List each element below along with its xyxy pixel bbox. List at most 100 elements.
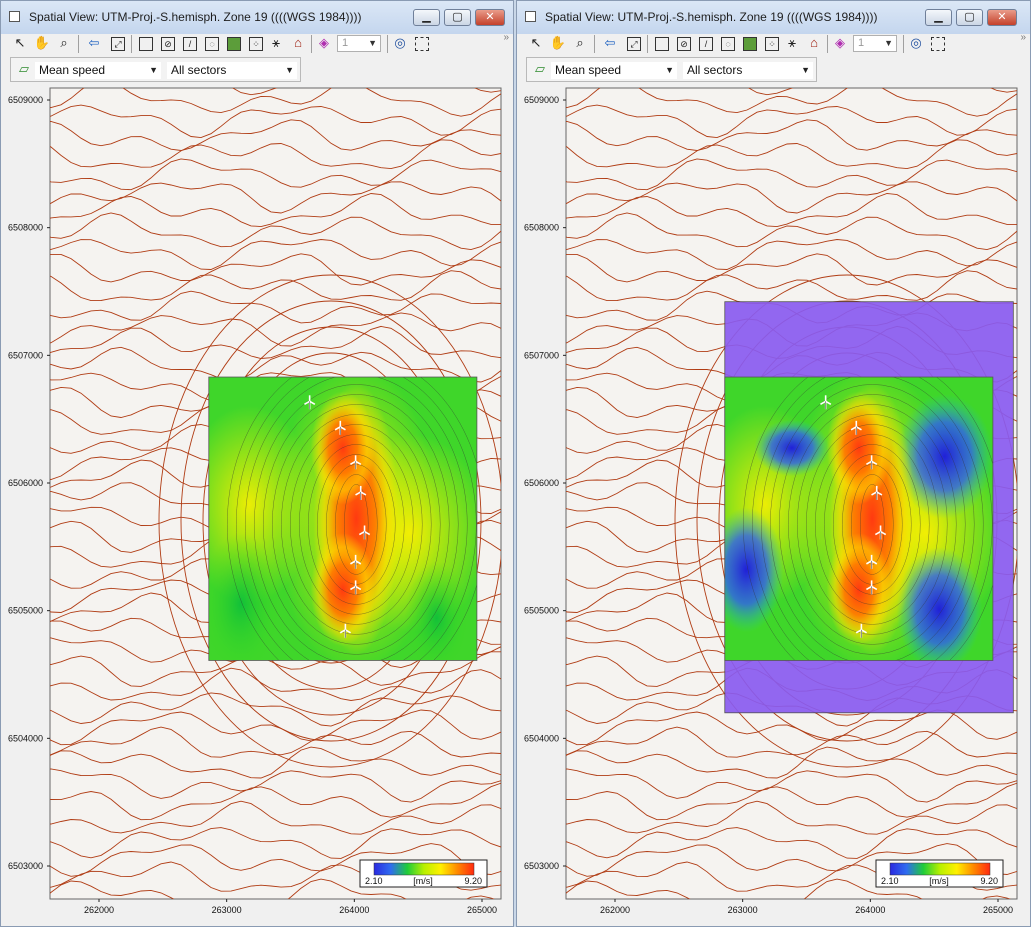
toolbar-separator <box>131 35 132 53</box>
zoom-icon[interactable]: ⌕ <box>576 35 584 50</box>
spatial-view-window-right: Spatial View: UTM-Proj.-S.hemisph. Zone … <box>516 0 1031 927</box>
turbine-icon[interactable]: ⚹ <box>272 35 280 50</box>
layer-icon[interactable]: ◈ <box>835 35 845 50</box>
map-view[interactable]: 6509000 6508000 6507000 6506000 6505000 65040… <box>1 1 514 927</box>
frame-icon[interactable] <box>931 37 945 51</box>
legend-unit: [m/s] <box>929 876 949 886</box>
turbine-2[interactable] <box>334 420 346 435</box>
turbine-8[interactable] <box>339 623 351 638</box>
turbine-7[interactable] <box>866 580 878 595</box>
y-tick-label: 6505000 <box>8 606 43 616</box>
y-tick-label: 6507000 <box>524 350 559 360</box>
layer-select[interactable]: 1 ▼ <box>337 35 381 52</box>
layer-icon[interactable]: ◈ <box>319 35 329 50</box>
variable-select[interactable]: Mean speed ▼ <box>35 62 161 79</box>
turbine-6[interactable] <box>866 554 878 569</box>
speed-map-layer <box>208 376 478 661</box>
turbine-5[interactable] <box>874 525 887 540</box>
window-title: Spatial View: UTM-Proj.-S.hemisph. Zone … <box>545 10 878 24</box>
maximize-button[interactable]: ▢ <box>444 9 471 26</box>
toolbar-overflow-icon[interactable]: » <box>503 32 509 43</box>
legend-gradient <box>889 862 991 876</box>
variable-icon: ▱ <box>535 61 545 76</box>
y-tick-label: 6504000 <box>524 733 559 743</box>
turbine-3[interactable] <box>866 455 878 470</box>
contour-icon[interactable]: ◌ <box>205 37 219 51</box>
y-tick-label: 6507000 <box>8 350 43 360</box>
turbine-6[interactable] <box>350 554 362 569</box>
house-icon[interactable]: ⌂ <box>294 35 302 50</box>
x-tick-label: 262000 <box>84 905 114 915</box>
frame-icon[interactable] <box>415 37 429 51</box>
y-tick-label: 6508000 <box>524 223 559 233</box>
grid-points-icon[interactable]: ⁘ <box>249 37 263 51</box>
turbine-2[interactable] <box>850 420 862 435</box>
variable-select[interactable]: Mean speed ▼ <box>551 62 677 79</box>
maximize-button[interactable]: ▢ <box>956 9 983 26</box>
grid-points-icon[interactable]: ⁘ <box>765 37 779 51</box>
window-icon <box>525 11 536 22</box>
house-icon[interactable]: ⌂ <box>810 35 818 50</box>
toolbar-separator <box>827 35 828 53</box>
toolbar: ↖ ✋ ⌕ ⇦ ⤢ ⊘ / ◌ ⁘ ⚹ ⌂ ◈ 1 ▼ ◎ » <box>1 32 513 56</box>
layer-select[interactable]: 1 ▼ <box>853 35 897 52</box>
speed-map-layer <box>724 376 994 661</box>
legend-min: 2.10 <box>881 876 899 886</box>
turbine-4[interactable] <box>355 485 367 500</box>
map-view[interactable]: 6509000 6508000 6507000 6506000 6505000 65040… <box>517 1 1031 927</box>
toolbar: ↖ ✋ ⌕ ⇦ ⤢ ⊘ / ◌ ⁘ ⚹ ⌂ ◈ 1 ▼ ◎ » <box>517 32 1030 56</box>
title-bar[interactable]: Spatial View: UTM-Proj.-S.hemisph. Zone … <box>517 1 1030 34</box>
pan-hand-icon[interactable]: ✋ <box>33 35 51 50</box>
grid-icon[interactable]: ⊘ <box>161 37 175 51</box>
select-area-icon[interactable] <box>139 37 153 51</box>
select-arrow-icon[interactable]: ↖ <box>14 35 26 50</box>
contour-icon[interactable]: ◌ <box>721 37 735 51</box>
minimize-button[interactable]: ▁ <box>925 9 952 26</box>
sector-select-value: All sectors <box>171 63 227 77</box>
turbine-8[interactable] <box>855 623 867 638</box>
close-button[interactable]: ✕ <box>475 9 505 26</box>
legend-gradient <box>373 862 475 876</box>
x-tick-label: 264000 <box>339 905 369 915</box>
back-arrow-icon[interactable]: ⇦ <box>604 35 616 50</box>
line-icon[interactable]: / <box>699 37 713 51</box>
map-icon[interactable] <box>227 37 241 51</box>
y-tick-label: 6503000 <box>8 861 43 871</box>
turbine-7[interactable] <box>350 580 362 595</box>
turbine-3[interactable] <box>350 455 362 470</box>
zoom-extent-icon[interactable]: ⤢ <box>111 37 125 51</box>
map-icon[interactable] <box>743 37 757 51</box>
globe-icon[interactable]: ◎ <box>910 35 922 50</box>
turbine-5[interactable] <box>358 525 371 540</box>
turbine-4[interactable] <box>871 485 883 500</box>
sector-select-value: All sectors <box>687 63 743 77</box>
window-icon <box>9 11 20 22</box>
toolbar-overflow-icon[interactable]: » <box>1020 32 1026 43</box>
y-tick-label: 6504000 <box>8 733 43 743</box>
back-arrow-icon[interactable]: ⇦ <box>88 35 100 50</box>
y-tick-label: 6505000 <box>524 606 559 616</box>
variable-icon: ▱ <box>19 61 29 76</box>
turbine-icon[interactable]: ⚹ <box>788 35 796 50</box>
toolbar-separator <box>903 35 904 53</box>
zoom-extent-icon[interactable]: ⤢ <box>627 37 641 51</box>
turbine-1[interactable] <box>304 395 316 410</box>
pan-hand-icon[interactable]: ✋ <box>549 35 567 50</box>
grid-icon[interactable]: ⊘ <box>677 37 691 51</box>
spatial-view-window-left: Spatial View: UTM-Proj.-S.hemisph. Zone … <box>0 0 514 927</box>
line-icon[interactable]: / <box>183 37 197 51</box>
sector-select[interactable]: All sectors ▼ <box>683 62 813 79</box>
turbine-1[interactable] <box>820 395 832 410</box>
chevron-down-icon: ▼ <box>149 65 158 75</box>
select-arrow-icon[interactable]: ↖ <box>530 35 542 50</box>
close-button[interactable]: ✕ <box>987 9 1017 26</box>
filter-bar: ▱ Mean speed ▼ All sectors ▼ <box>10 57 301 82</box>
globe-icon[interactable]: ◎ <box>394 35 406 50</box>
toolbar-separator <box>647 35 648 53</box>
title-bar[interactable]: Spatial View: UTM-Proj.-S.hemisph. Zone … <box>1 1 513 34</box>
sector-select[interactable]: All sectors ▼ <box>167 62 297 79</box>
zoom-icon[interactable]: ⌕ <box>60 35 68 50</box>
select-area-icon[interactable] <box>655 37 669 51</box>
x-tick-label: 263000 <box>212 905 242 915</box>
minimize-button[interactable]: ▁ <box>413 9 440 26</box>
